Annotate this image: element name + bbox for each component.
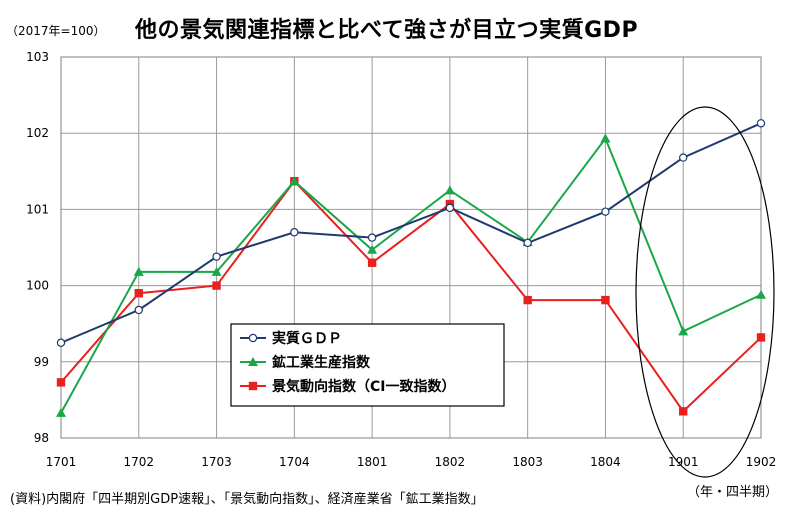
data-point: [444, 185, 455, 195]
period-label: （年・四半期）: [686, 485, 778, 500]
legend-entry: 実質ＧＤＰ: [272, 330, 342, 347]
data-point: [56, 407, 66, 417]
data-point: [134, 305, 143, 315]
data-point: [56, 338, 66, 347]
data-point: [756, 289, 766, 299]
data-point: [367, 244, 378, 254]
data-point: [601, 295, 610, 305]
chart-title: 他の景気関連指標と比べて強さが目立つ実質GDP: [135, 18, 639, 43]
data-point: [679, 407, 688, 416]
data-point: [133, 266, 144, 276]
legend-entry: 鉱工業生産指数: [272, 354, 371, 371]
x-tick-label: 1902: [746, 455, 777, 469]
legend-marker: [248, 357, 258, 366]
legend-entry: 景気動向指数（CI一致指数）: [272, 378, 455, 395]
data-point: [212, 252, 221, 261]
series-line: [60, 136, 762, 414]
x-tick-label: 1704: [279, 455, 310, 469]
x-tick-label: 1804: [590, 455, 621, 469]
data-point: [367, 258, 377, 267]
data-point: [756, 333, 766, 342]
y-tick-label: 101: [26, 202, 49, 216]
data-point: [290, 228, 299, 237]
line-chart: 98 99 100 101 102 103 1701 1702 1703 1704 1801 180…: [26, 50, 777, 478]
series-line: [60, 122, 762, 344]
highlight-ellipse: [635, 106, 775, 478]
x-axis: 1701 1702 1703 1704 1801 1802 1803 1804 1901 1902: [46, 455, 777, 469]
data-point: [367, 233, 377, 242]
data-point: [756, 119, 766, 128]
series-group: [56, 119, 766, 417]
data-point: [600, 133, 611, 143]
source-note: (資料)内閣府「四半期別GDP速報」、「景気動向指数」、経済産業省「鉱工業指数」: [10, 492, 484, 507]
legend-marker: [248, 333, 258, 343]
plot-area-frame: [60, 56, 762, 439]
legend-marker: [248, 381, 258, 391]
y-tick-label: 98: [34, 431, 49, 445]
data-point: [212, 281, 221, 290]
data-point: [211, 266, 222, 276]
data-point: [289, 176, 300, 186]
y-tick-label: 100: [26, 279, 49, 293]
data-point: [445, 203, 455, 213]
data-point: [601, 207, 610, 216]
x-tick-label: 1703: [201, 455, 232, 469]
y-tick-label: 99: [34, 355, 49, 369]
data-point: [678, 326, 689, 336]
y-axis: 98 99 100 101 102 103: [26, 50, 49, 445]
series-line: [60, 179, 762, 413]
x-tick-label: 1701: [46, 455, 77, 469]
data-point: [523, 238, 532, 248]
data-point: [523, 295, 532, 305]
y-tick-label: 102: [26, 126, 49, 140]
data-point: [134, 289, 143, 298]
x-tick-label: 1801: [357, 455, 388, 469]
unit-label: （2017年=100）: [6, 24, 106, 38]
x-tick-label: 1802: [435, 455, 466, 469]
x-tick-label: 1803: [512, 455, 543, 469]
x-tick-label: 1702: [124, 455, 155, 469]
data-point: [679, 153, 688, 162]
y-tick-label: 103: [26, 50, 49, 64]
legend-box: [230, 323, 505, 407]
data-point: [56, 378, 66, 387]
